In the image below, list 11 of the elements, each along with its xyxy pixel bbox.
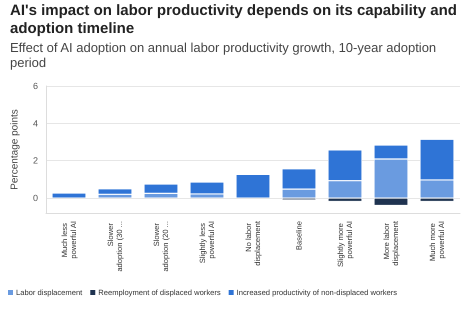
y-tick-label: 0 xyxy=(32,193,38,204)
chart-title: AI's impact on labor productivity depends on its capability and adoption timeline xyxy=(10,2,458,38)
y-tick-label: 6 xyxy=(32,81,38,91)
bar xyxy=(52,193,86,198)
chart-subtitle: Effect of AI adoption on annual labor productivity growth, 10-year adoption period xyxy=(10,40,438,70)
bar xyxy=(98,188,132,194)
bar xyxy=(190,182,224,194)
bar xyxy=(236,174,270,198)
y-axis-title: Percentage points xyxy=(10,109,20,190)
y-tick-label: 4 xyxy=(32,118,38,128)
y-tick-label: 2 xyxy=(32,156,38,166)
